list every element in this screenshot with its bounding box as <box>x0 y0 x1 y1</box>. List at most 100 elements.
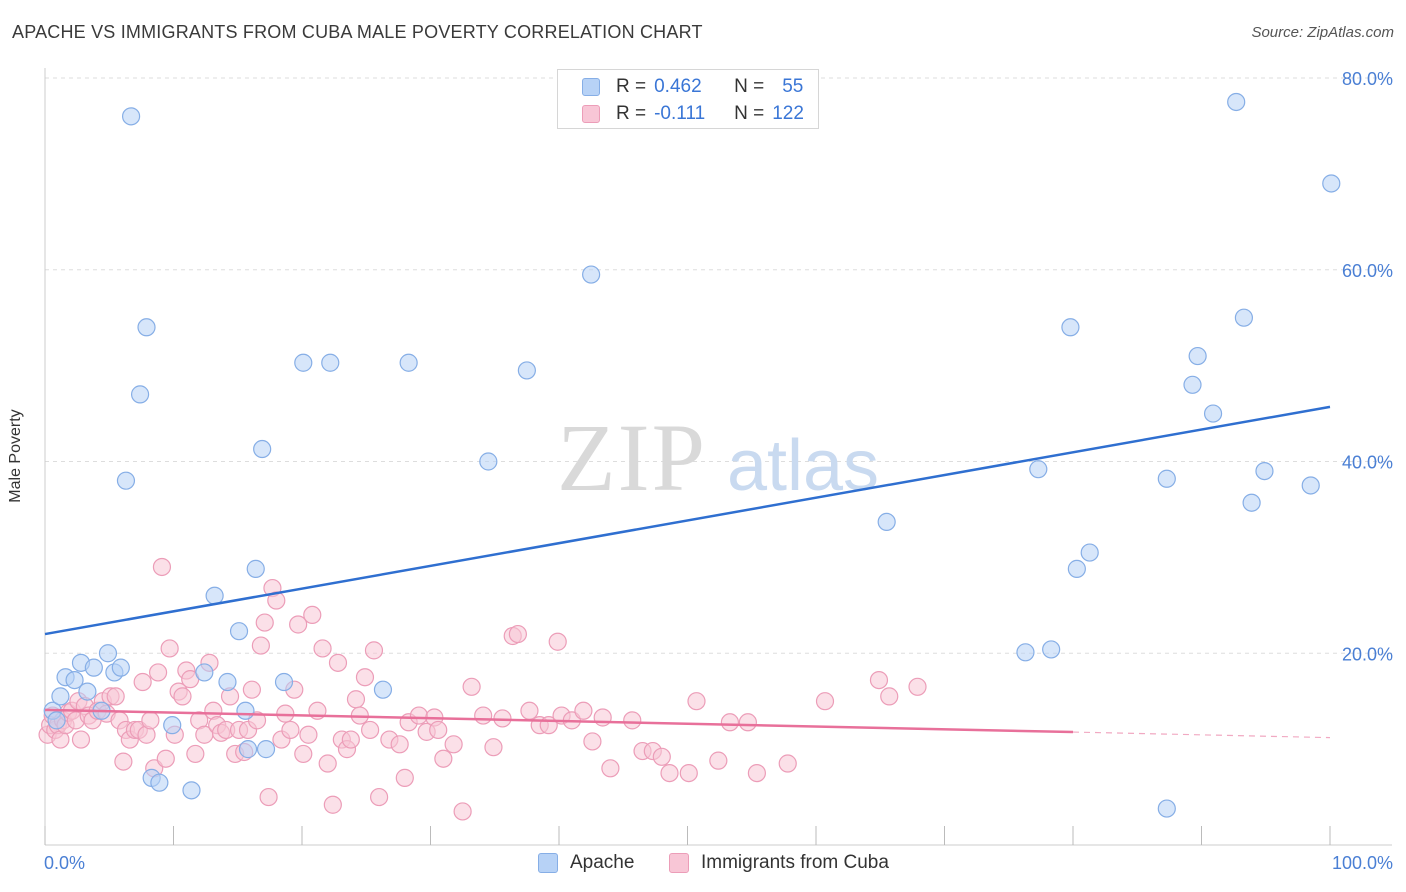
apache-point-9 <box>98 644 118 663</box>
apache-point-17 <box>150 773 169 792</box>
cuba-legend-label: Immigrants from Cuba <box>701 852 889 873</box>
apache-point-41 <box>1061 318 1080 337</box>
apache-point-13 <box>121 107 141 126</box>
apache-point-19 <box>182 781 201 800</box>
apache-point-49 <box>1227 92 1246 112</box>
apache-point-27 <box>253 439 272 459</box>
apache-points <box>43 92 1341 818</box>
apache-r-value: 0.462 <box>654 76 702 97</box>
apache-trend-line <box>44 405 1331 636</box>
cuba-point-34 <box>160 639 179 658</box>
apache-point-35 <box>517 361 536 380</box>
apache-point-43 <box>1080 543 1099 562</box>
apache-point-32 <box>373 680 393 699</box>
apache-point-36 <box>582 265 601 284</box>
cuba-point-72 <box>328 653 348 672</box>
cuba-point-102 <box>548 632 567 651</box>
cuba-r-label: R = <box>616 103 647 124</box>
apache-point-34 <box>479 452 498 471</box>
series-legend: Apache Immigrants from Cuba <box>0 852 1406 878</box>
cuba-trend-extension <box>1072 731 1331 739</box>
apache-point-1 <box>47 711 66 730</box>
apache-swatch <box>582 78 600 96</box>
cuba-point-122 <box>869 670 889 690</box>
cuba-point-65 <box>294 744 313 764</box>
apache-point-24 <box>236 701 255 720</box>
cuba-point-120 <box>778 754 797 773</box>
apache-point-37 <box>877 512 896 532</box>
cuba-point-115 <box>687 692 706 711</box>
apache-point-38 <box>1016 643 1035 662</box>
correlation-legend: R = 0.462 N = 55 R = -0.111 N = 122 <box>557 69 819 129</box>
apache-point-29 <box>274 672 294 692</box>
cuba-point-112 <box>652 747 671 766</box>
y-tick-label-20: 20.0% <box>1342 644 1393 664</box>
cuba-n-label: N = <box>734 103 765 124</box>
cuba-point-37 <box>173 687 192 706</box>
legend-row-apache: R = 0.462 N = 55 <box>582 75 803 99</box>
cuba-legend-swatch <box>669 853 689 873</box>
apache-point-50 <box>1234 308 1254 327</box>
x-tick-label-max: 100.0% <box>1332 853 1393 873</box>
axes <box>44 68 1392 846</box>
apache-point-53 <box>1301 476 1320 495</box>
apache-point-33 <box>399 353 418 372</box>
apache-legend-swatch <box>538 853 558 873</box>
cuba-point-98 <box>508 624 527 644</box>
apache-legend-label: Apache <box>570 852 635 873</box>
legend-item-cuba[interactable]: Immigrants from Cuba <box>669 852 889 874</box>
apache-point-30 <box>294 353 313 372</box>
cuba-point-89 <box>429 720 448 740</box>
cuba-point-20 <box>106 687 125 706</box>
apache-point-48 <box>1203 404 1223 423</box>
apache-point-44 <box>1157 469 1176 488</box>
chart-title: APACHE VS IMMIGRANTS FROM CUBA MALE POVE… <box>12 22 703 42</box>
apache-point-28 <box>256 740 276 759</box>
cuba-point-95 <box>484 738 503 757</box>
cuba-point-99 <box>520 701 539 720</box>
apache-point-45 <box>1157 799 1176 818</box>
legend-item-apache[interactable]: Apache <box>538 852 634 874</box>
cuba-point-117 <box>720 713 740 732</box>
cuba-point-93 <box>462 677 481 696</box>
cuba-point-81 <box>370 787 389 807</box>
apache-point-7 <box>84 658 103 677</box>
cuba-point-29 <box>141 711 160 730</box>
cuba-point-71 <box>323 795 342 814</box>
cuba-point-67 <box>303 605 322 625</box>
apache-n-value: 55 <box>782 76 804 97</box>
apache-point-18 <box>163 716 182 735</box>
apache-point-40 <box>1042 640 1061 659</box>
apache-point-31 <box>321 353 340 372</box>
cuba-point-83 <box>390 735 409 754</box>
cuba-point-86 <box>409 706 429 725</box>
cuba-point-53 <box>242 680 261 699</box>
cuba-point-22 <box>114 752 133 771</box>
apache-point-25 <box>238 740 258 759</box>
cuba-point-55 <box>251 636 270 655</box>
cuba-point-113 <box>660 763 679 783</box>
cuba-point-107 <box>593 708 612 727</box>
cuba-swatch <box>582 105 600 123</box>
trend-lines <box>44 405 1331 739</box>
grid-lines <box>45 77 1392 654</box>
cuba-point-121 <box>815 692 835 711</box>
cuba-point-69 <box>313 639 332 658</box>
apache-r-label: R = <box>616 76 647 97</box>
cuba-point-40 <box>186 744 205 764</box>
apache-point-6 <box>78 682 97 701</box>
cuba-points <box>38 557 927 821</box>
cuba-point-57 <box>259 787 278 807</box>
cuba-point-64 <box>289 615 308 634</box>
cuba-point-116 <box>709 751 728 770</box>
y-tick-label-80: 80.0% <box>1342 69 1393 89</box>
cuba-point-106 <box>583 732 602 751</box>
cuba-point-62 <box>281 720 300 740</box>
cuba-point-119 <box>747 763 766 783</box>
apache-point-12 <box>116 471 136 490</box>
cuba-point-56 <box>255 613 274 632</box>
apache-point-42 <box>1067 559 1086 578</box>
cuba-point-33 <box>156 749 175 768</box>
apache-point-26 <box>246 559 265 578</box>
